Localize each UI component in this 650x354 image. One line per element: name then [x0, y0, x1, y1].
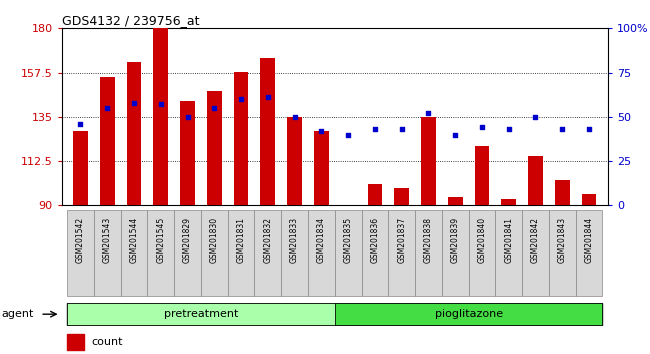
Text: GSM201843: GSM201843 — [558, 217, 567, 263]
Text: count: count — [92, 337, 124, 347]
Bar — [174, 210, 201, 296]
Text: GSM201842: GSM201842 — [531, 217, 540, 263]
Text: agent: agent — [1, 309, 34, 319]
Bar — [501, 199, 516, 205]
Point — [557, 126, 567, 132]
Bar — [395, 188, 409, 205]
Bar — [207, 91, 222, 205]
Bar — [94, 210, 121, 296]
Text: GSM201542: GSM201542 — [76, 217, 85, 263]
Point — [423, 110, 434, 116]
Point — [396, 126, 407, 132]
Bar — [522, 210, 549, 296]
Bar — [442, 210, 469, 296]
Point — [370, 126, 380, 132]
Point — [289, 114, 300, 120]
Bar — [127, 62, 142, 205]
Point — [476, 125, 487, 130]
Bar — [67, 210, 94, 296]
Text: GSM201543: GSM201543 — [103, 217, 112, 263]
Bar — [121, 210, 148, 296]
Point — [316, 128, 326, 134]
Bar — [261, 58, 275, 205]
Text: GSM201835: GSM201835 — [344, 217, 353, 263]
Bar — [495, 210, 522, 296]
Bar — [469, 210, 495, 296]
Bar — [201, 210, 227, 296]
Text: GSM201834: GSM201834 — [317, 217, 326, 263]
Bar — [474, 146, 489, 205]
Text: GSM201545: GSM201545 — [156, 217, 165, 263]
Bar — [576, 210, 603, 296]
Bar — [314, 131, 329, 205]
Text: GSM201836: GSM201836 — [370, 217, 380, 263]
Point — [236, 96, 246, 102]
Bar — [281, 210, 308, 296]
Bar — [388, 210, 415, 296]
Text: GSM201837: GSM201837 — [397, 217, 406, 263]
Bar — [549, 210, 576, 296]
Text: GSM201838: GSM201838 — [424, 217, 433, 263]
Point — [450, 132, 460, 137]
Text: pretreatment: pretreatment — [164, 309, 238, 319]
Text: GSM201544: GSM201544 — [129, 217, 138, 263]
Bar — [367, 184, 382, 205]
Bar — [335, 210, 361, 296]
Bar — [582, 194, 597, 205]
Text: GSM201839: GSM201839 — [450, 217, 460, 263]
Point — [263, 95, 273, 100]
Point — [129, 100, 139, 105]
Bar — [227, 210, 254, 296]
Text: GDS4132 / 239756_at: GDS4132 / 239756_at — [62, 14, 200, 27]
Bar — [67, 334, 84, 350]
Bar — [341, 205, 356, 209]
Point — [183, 114, 193, 120]
Point — [75, 121, 86, 127]
Point — [504, 126, 514, 132]
Bar — [287, 117, 302, 205]
Text: GSM201831: GSM201831 — [237, 217, 246, 263]
Text: GSM201840: GSM201840 — [478, 217, 486, 263]
Bar — [528, 156, 543, 205]
Point — [530, 114, 541, 120]
Bar — [234, 72, 248, 205]
Point — [155, 102, 166, 107]
Bar — [308, 210, 335, 296]
Point — [343, 132, 354, 137]
Bar — [421, 117, 436, 205]
Text: GSM201830: GSM201830 — [210, 217, 219, 263]
Bar — [361, 210, 388, 296]
Bar — [180, 101, 195, 205]
Text: GSM201829: GSM201829 — [183, 217, 192, 263]
Bar — [415, 210, 442, 296]
Bar — [148, 210, 174, 296]
Text: GSM201841: GSM201841 — [504, 217, 514, 263]
Bar — [254, 210, 281, 296]
Text: pioglitazone: pioglitazone — [434, 309, 502, 319]
Bar — [335, 303, 603, 325]
Point — [209, 105, 220, 111]
Bar — [67, 303, 335, 325]
Text: GSM201832: GSM201832 — [263, 217, 272, 263]
Bar — [100, 78, 114, 205]
Bar — [448, 198, 463, 205]
Bar — [73, 131, 88, 205]
Bar — [153, 28, 168, 205]
Point — [584, 126, 594, 132]
Text: GSM201833: GSM201833 — [290, 217, 299, 263]
Bar — [555, 180, 569, 205]
Text: GSM201844: GSM201844 — [584, 217, 593, 263]
Point — [102, 105, 112, 111]
